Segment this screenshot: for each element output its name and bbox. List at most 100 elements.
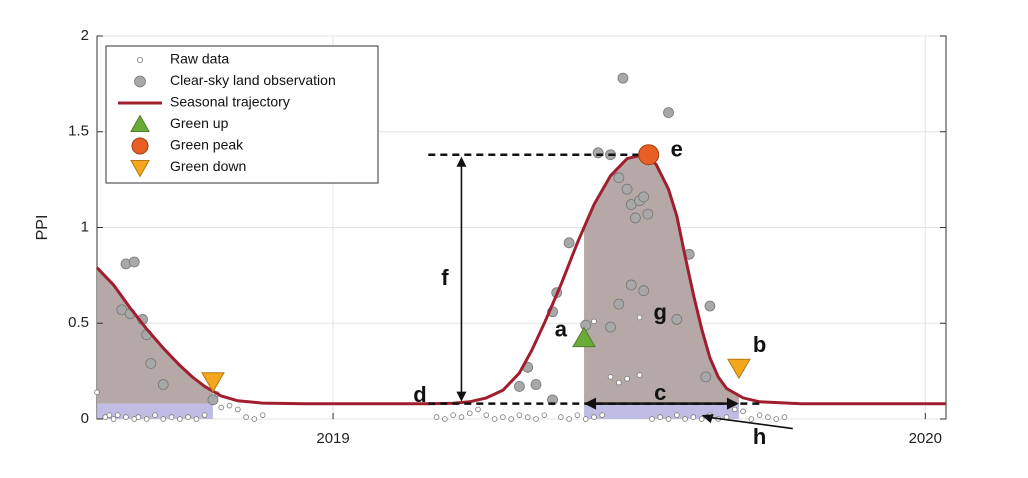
- raw-data-points: [94, 314, 788, 422]
- raw-data-point: [483, 412, 490, 418]
- clear-sky-observation-point: [563, 237, 575, 249]
- raw-data-point: [599, 412, 606, 418]
- raw-data-point: [773, 416, 779, 422]
- clear-sky-observation-point: [704, 300, 716, 312]
- clear-sky-observation-point: [638, 285, 650, 297]
- raw-data-point: [143, 416, 150, 422]
- raw-data-point: [582, 416, 589, 422]
- raw-data-point: [781, 414, 788, 420]
- legend: Raw data Clear-sky land observation Season…: [105, 45, 379, 184]
- clear-sky-observation-point: [128, 256, 140, 268]
- raw-data-point: [765, 414, 771, 420]
- seasonal-trajectory-line: [95, 153, 946, 406]
- y-axis-label: PPI: [34, 215, 51, 241]
- amplitude-area-season-2: [584, 154, 739, 404]
- raw-data-point: [698, 416, 705, 422]
- clear-sky-observation-point: [663, 107, 674, 118]
- x-tick-label: 2020: [909, 430, 942, 447]
- raw-data-point: [491, 416, 498, 422]
- raw-data-point: [135, 414, 142, 420]
- raw-data-point: [177, 416, 183, 422]
- raw-data-point: [193, 416, 200, 422]
- grid-lines: [97, 35, 946, 420]
- raw-data-point: [475, 406, 481, 413]
- clear-sky-observation-point: [638, 191, 650, 203]
- raw-data-point: [574, 412, 581, 418]
- legend-observation-swatch: [134, 75, 146, 88]
- raw-data-point: [657, 414, 664, 420]
- clear-sky-observation-point: [592, 147, 604, 159]
- y-tick-label: 0: [81, 410, 89, 427]
- green-up-marker: [572, 326, 596, 348]
- clear-sky-observation-point: [530, 379, 542, 390]
- clear-sky-observation-point: [580, 319, 592, 331]
- raw-data-point: [591, 414, 597, 420]
- raw-data-point: [235, 406, 241, 413]
- x-axis-ticks: 2019 2020: [316, 413, 942, 447]
- y-tick-label: 1: [81, 218, 89, 235]
- raw-data-point: [756, 412, 763, 418]
- clear-sky-observation-point: [617, 72, 629, 84]
- raw-data-point: [226, 402, 233, 409]
- amplitude-arrow-head-bottom: [456, 391, 467, 402]
- legend-label: Seasonal trajectory: [170, 94, 290, 110]
- legend-raw-data-swatch: [136, 57, 143, 64]
- raw-data-point: [152, 412, 158, 418]
- clear-sky-observation-point: [629, 212, 641, 224]
- raw-data-point: [541, 412, 548, 418]
- raw-data-point: [160, 416, 167, 422]
- clear-sky-observation-point: [642, 208, 654, 220]
- raw-data-point: [185, 414, 191, 420]
- green-down-marker: [201, 372, 225, 393]
- raw-data-point: [516, 412, 523, 418]
- raw-data-point: [508, 416, 514, 422]
- annotation-f: f: [441, 265, 449, 290]
- raw-data-point: [682, 416, 688, 422]
- raw-data-point: [748, 416, 755, 422]
- y-tick-label: 1.5: [68, 123, 89, 140]
- raw-data-point: [591, 318, 597, 325]
- raw-data-point: [533, 416, 539, 422]
- raw-data-point: [450, 412, 456, 418]
- raw-data-point: [114, 412, 121, 418]
- baseline-area-season-2: [584, 403, 739, 419]
- legend-label: Clear-sky land observation: [170, 72, 336, 88]
- length-arrow-head-left: [584, 397, 597, 410]
- raw-data-point: [218, 404, 225, 411]
- amplitude-arrow-head-top: [456, 156, 467, 167]
- annotation-g: g: [654, 299, 667, 324]
- legend-label: Green up: [170, 115, 229, 131]
- legend-label: Raw data: [170, 51, 229, 67]
- clear-sky-observation-point: [157, 379, 169, 390]
- raw-data-point: [524, 414, 531, 420]
- clear-sky-observation-point: [625, 279, 637, 291]
- green-peak-marker: [638, 144, 660, 166]
- raw-data-point: [740, 408, 746, 415]
- reference-lines: [428, 153, 793, 430]
- raw-data-point: [690, 414, 697, 420]
- annotation-b: b: [753, 332, 766, 357]
- y-axis-ticks: 0 0.5 1 1.5 2: [68, 27, 946, 427]
- raw-data-point: [168, 414, 175, 420]
- raw-data-point: [558, 414, 564, 420]
- legend-green-up-swatch: [130, 114, 150, 132]
- raw-data-point: [106, 412, 113, 418]
- annotation-labels: a b c d e f g h: [413, 137, 766, 449]
- raw-data-point: [500, 414, 506, 420]
- raw-data-point: [433, 414, 440, 420]
- phenology-markers: [201, 144, 751, 393]
- clear-sky-observation-point: [514, 381, 525, 392]
- clear-sky-observation-point: [613, 172, 625, 184]
- raw-data-point: [616, 379, 622, 386]
- raw-data-point: [566, 416, 572, 422]
- raw-data-point: [665, 416, 672, 422]
- legend-label: Green peak: [170, 137, 244, 153]
- raw-data-point: [636, 372, 643, 378]
- annotation-a: a: [555, 317, 568, 342]
- raw-data-point: [243, 414, 249, 420]
- annotation-h: h: [753, 424, 766, 449]
- legend-green-down-swatch: [130, 160, 150, 178]
- raw-data-point: [201, 412, 208, 418]
- legend-label: Green down: [170, 158, 246, 174]
